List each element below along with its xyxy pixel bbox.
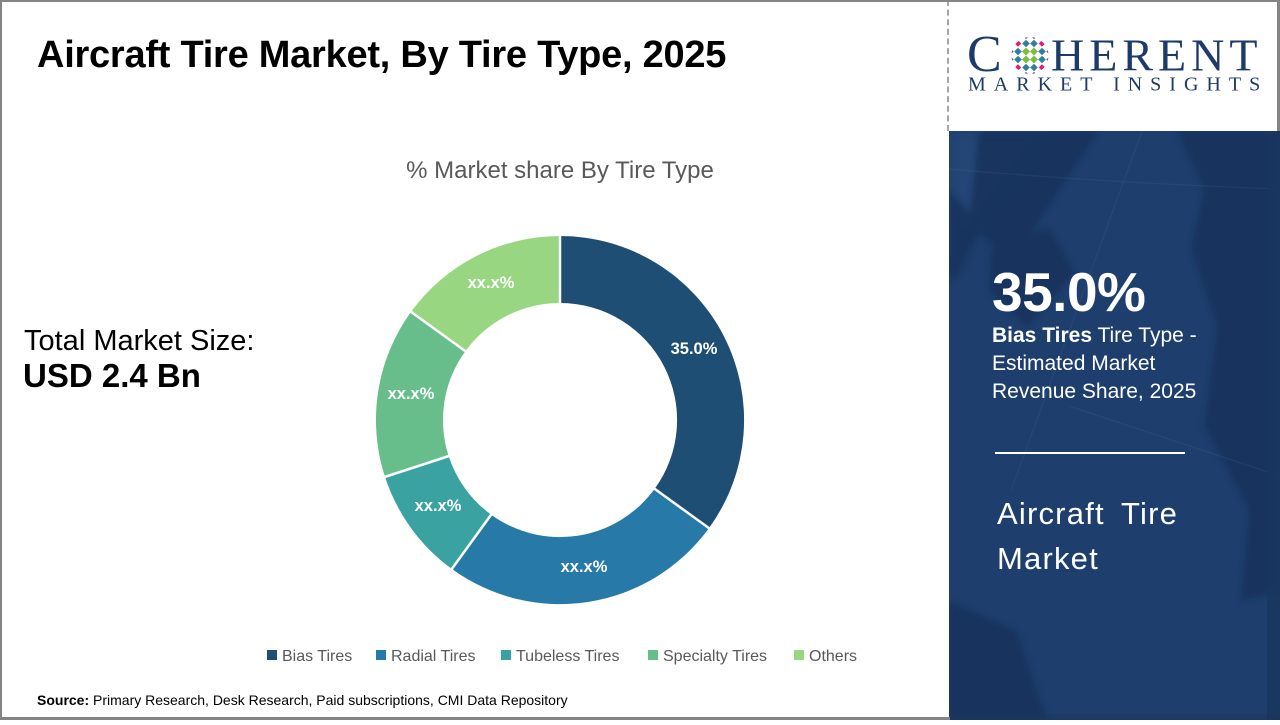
svg-text:HERENT: HERENT — [1051, 30, 1262, 81]
svg-text:MARKET INSIGHTS: MARKET INSIGHTS — [969, 74, 1268, 96]
svg-text:C: C — [969, 28, 1002, 83]
